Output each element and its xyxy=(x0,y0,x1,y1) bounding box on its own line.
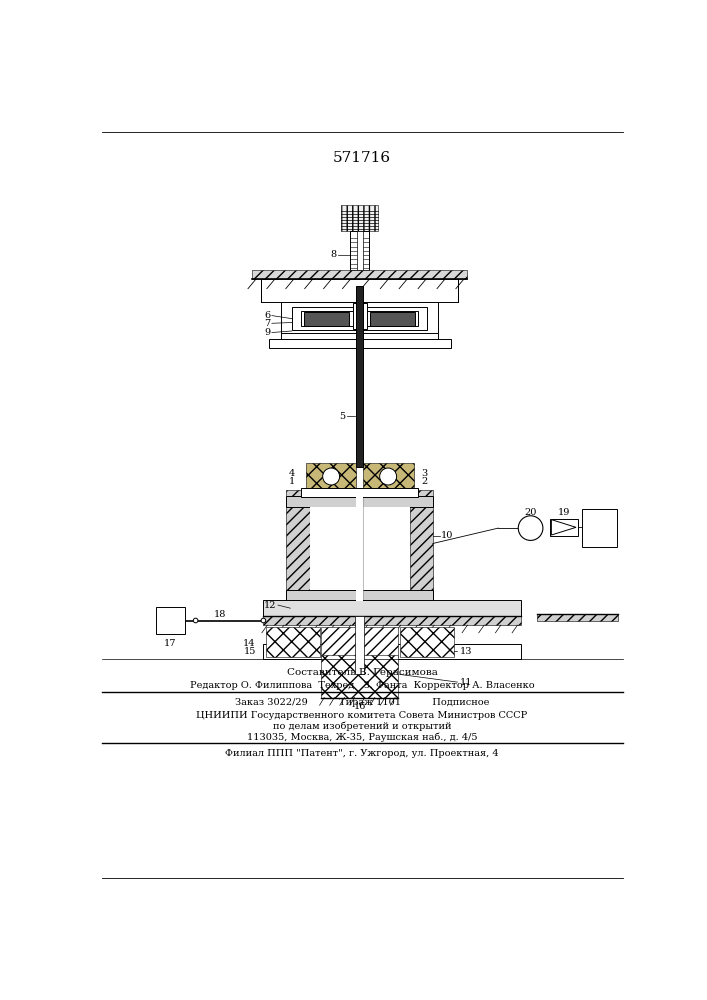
Bar xyxy=(550,519,578,536)
Bar xyxy=(537,614,618,620)
Bar xyxy=(264,644,521,659)
Bar xyxy=(310,507,409,590)
Bar xyxy=(304,312,349,326)
Text: 17: 17 xyxy=(164,639,177,648)
Text: 9: 9 xyxy=(264,328,270,337)
Text: 20: 20 xyxy=(525,508,537,517)
Bar xyxy=(582,509,617,547)
Text: 3: 3 xyxy=(421,469,428,478)
Bar xyxy=(409,490,433,601)
Bar xyxy=(301,311,418,326)
Bar xyxy=(356,497,363,601)
Polygon shape xyxy=(551,520,576,535)
Bar xyxy=(321,655,398,698)
Bar xyxy=(261,279,458,302)
Text: 12: 12 xyxy=(264,601,276,610)
Bar xyxy=(264,600,521,616)
Text: 7: 7 xyxy=(264,319,270,328)
Bar xyxy=(286,590,433,601)
Bar xyxy=(269,339,450,348)
Circle shape xyxy=(193,618,198,623)
Text: ЦНИИПИ Государственного комитета Совета Министров СССР: ЦНИИПИ Государственного комитета Совета … xyxy=(197,711,527,720)
Bar xyxy=(156,607,185,634)
Text: Редактор О. Филиппова  Техред   З. Фанта  Корректор А. Власенко: Редактор О. Филиппова Техред З. Фанта Ко… xyxy=(189,681,534,690)
Text: 19: 19 xyxy=(558,508,570,517)
Bar xyxy=(281,333,438,340)
Bar xyxy=(286,496,433,507)
Text: Составитель В. Герасимова: Составитель В. Герасимова xyxy=(286,668,438,677)
Text: 15: 15 xyxy=(243,647,256,656)
Circle shape xyxy=(518,516,543,540)
Circle shape xyxy=(261,618,266,623)
Text: по делам изобретений и открытий: по делам изобретений и открытий xyxy=(273,721,451,731)
Text: 6: 6 xyxy=(264,311,270,320)
Text: 113035, Москва, Ж-35, Раушская наб., д. 4/5: 113035, Москва, Ж-35, Раушская наб., д. … xyxy=(247,732,477,742)
Text: 4: 4 xyxy=(288,469,295,478)
Bar xyxy=(356,231,363,270)
Text: 13: 13 xyxy=(460,647,472,656)
Text: 16: 16 xyxy=(354,702,366,711)
Bar xyxy=(252,270,467,279)
Bar xyxy=(321,627,356,657)
Bar xyxy=(305,463,356,490)
Bar xyxy=(353,303,366,329)
Bar xyxy=(370,312,415,326)
Text: 14: 14 xyxy=(243,639,256,648)
Bar xyxy=(355,616,364,674)
Text: 18: 18 xyxy=(214,610,226,619)
Bar xyxy=(281,302,438,335)
Bar xyxy=(399,627,454,657)
Bar xyxy=(356,286,363,466)
Bar xyxy=(363,627,398,657)
Text: 2: 2 xyxy=(421,477,428,486)
Circle shape xyxy=(380,468,397,485)
Bar xyxy=(286,490,310,601)
Circle shape xyxy=(322,468,339,485)
Bar xyxy=(292,307,428,330)
Text: Заказ 3022/29          Тираж 1101          Подписное: Заказ 3022/29 Тираж 1101 Подписное xyxy=(235,698,489,707)
Text: 5: 5 xyxy=(339,412,346,421)
Bar xyxy=(351,231,369,270)
Text: 8: 8 xyxy=(330,250,337,259)
Text: Филиал ППП "Патент", г. Ужгород, ул. Проектная, 4: Филиал ППП "Патент", г. Ужгород, ул. Про… xyxy=(225,749,498,758)
Text: 10: 10 xyxy=(441,531,454,540)
Text: 571716: 571716 xyxy=(333,151,391,165)
Bar xyxy=(363,463,414,490)
Bar xyxy=(264,616,521,625)
Text: 11: 11 xyxy=(460,678,472,687)
Bar xyxy=(341,205,378,231)
Bar xyxy=(301,488,418,497)
Text: 1: 1 xyxy=(288,477,295,486)
Bar xyxy=(266,627,320,657)
